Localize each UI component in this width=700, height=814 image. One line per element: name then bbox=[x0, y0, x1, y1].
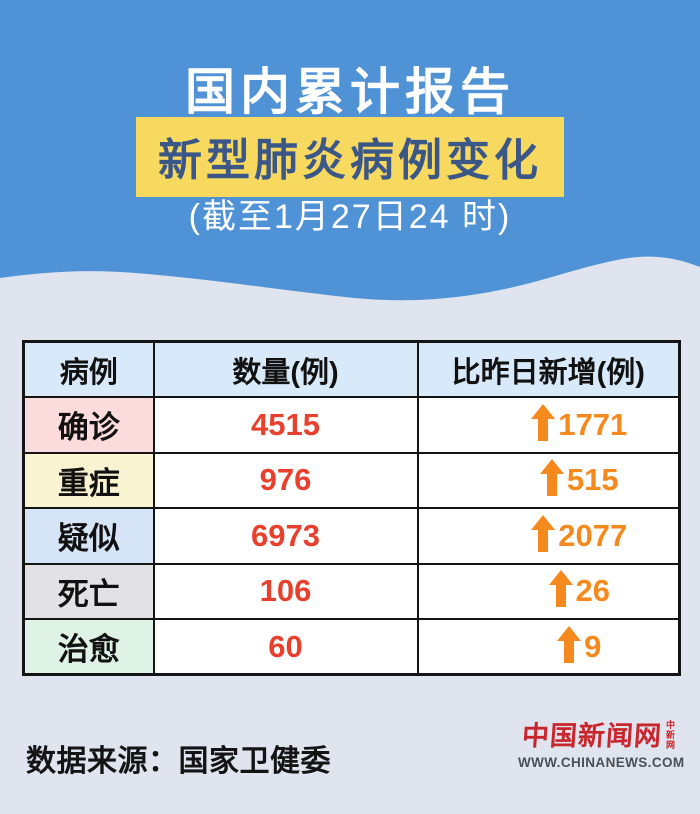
case-type-cell: 疑似 bbox=[22, 507, 155, 565]
table-row-cured: 治愈 60 9 bbox=[22, 618, 681, 676]
change-cell: 2077 bbox=[416, 507, 681, 565]
chinanews-logo-side-text: 中新网 bbox=[665, 720, 675, 750]
case-type-cell: 确诊 bbox=[22, 396, 155, 454]
change-value: 1771 bbox=[558, 406, 628, 442]
table-header-row: 病例 数量(例) 比昨日新增(例) bbox=[22, 340, 681, 398]
change-value: 9 bbox=[584, 628, 602, 664]
up-arrow-icon bbox=[531, 403, 556, 446]
table-row-confirmed: 确诊 4515 1771 bbox=[22, 396, 681, 454]
highlight-title-wrap: 新型肺炎病例变化 bbox=[0, 117, 700, 197]
up-arrow-icon bbox=[548, 570, 573, 612]
date-subtitle: (截至1月27日24 时) bbox=[188, 198, 512, 236]
chinanews-url: WWW.CHINANEWS.COM bbox=[518, 755, 685, 771]
page-title: 国内累计报告 bbox=[185, 64, 515, 120]
column-header-change: 比昨日新增(例) bbox=[416, 340, 681, 398]
change-value: 2077 bbox=[558, 517, 628, 553]
data-source-label: 数据来源：国家卫健委 bbox=[26, 745, 331, 778]
change-cell: 1771 bbox=[416, 396, 681, 454]
change-cell: 26 bbox=[416, 562, 681, 620]
count-cell: 4515 bbox=[152, 396, 419, 454]
table-row-suspected: 疑似 6973 2077 bbox=[22, 507, 681, 565]
cases-table: 病例 数量(例) 比昨日新增(例) 确诊 4515 1771 重症 976 51… bbox=[22, 340, 681, 676]
chinanews-logo-row: 中国新闻网 中新网 bbox=[518, 720, 678, 752]
table-row-deaths: 死亡 106 26 bbox=[22, 562, 681, 620]
count-cell: 106 bbox=[152, 562, 419, 620]
count-cell: 976 bbox=[152, 451, 419, 509]
chinanews-logo: 中国新闻网 中新网 WWW.CHINANEWS.COM bbox=[518, 720, 685, 771]
change-value: 26 bbox=[575, 573, 610, 609]
change-cell: 515 bbox=[416, 451, 681, 509]
column-header-count: 数量(例) bbox=[152, 340, 419, 398]
case-type-cell: 死亡 bbox=[22, 562, 155, 620]
case-type-cell: 治愈 bbox=[22, 618, 155, 676]
up-arrow-icon bbox=[531, 514, 556, 557]
wave-divider bbox=[0, 246, 700, 301]
highlight-title: 新型肺炎病例变化 bbox=[136, 117, 564, 197]
change-value: 515 bbox=[566, 462, 619, 498]
column-header-case: 病例 bbox=[22, 340, 155, 398]
count-cell: 60 bbox=[152, 618, 419, 676]
case-type-cell: 重症 bbox=[22, 451, 155, 509]
change-cell: 9 bbox=[416, 618, 681, 676]
up-arrow-icon bbox=[539, 459, 564, 501]
chinanews-logo-text: 中国新闻网 bbox=[520, 721, 664, 751]
table-row-severe: 重症 976 515 bbox=[22, 451, 681, 509]
up-arrow-icon bbox=[557, 625, 582, 668]
count-cell: 6973 bbox=[152, 507, 419, 565]
